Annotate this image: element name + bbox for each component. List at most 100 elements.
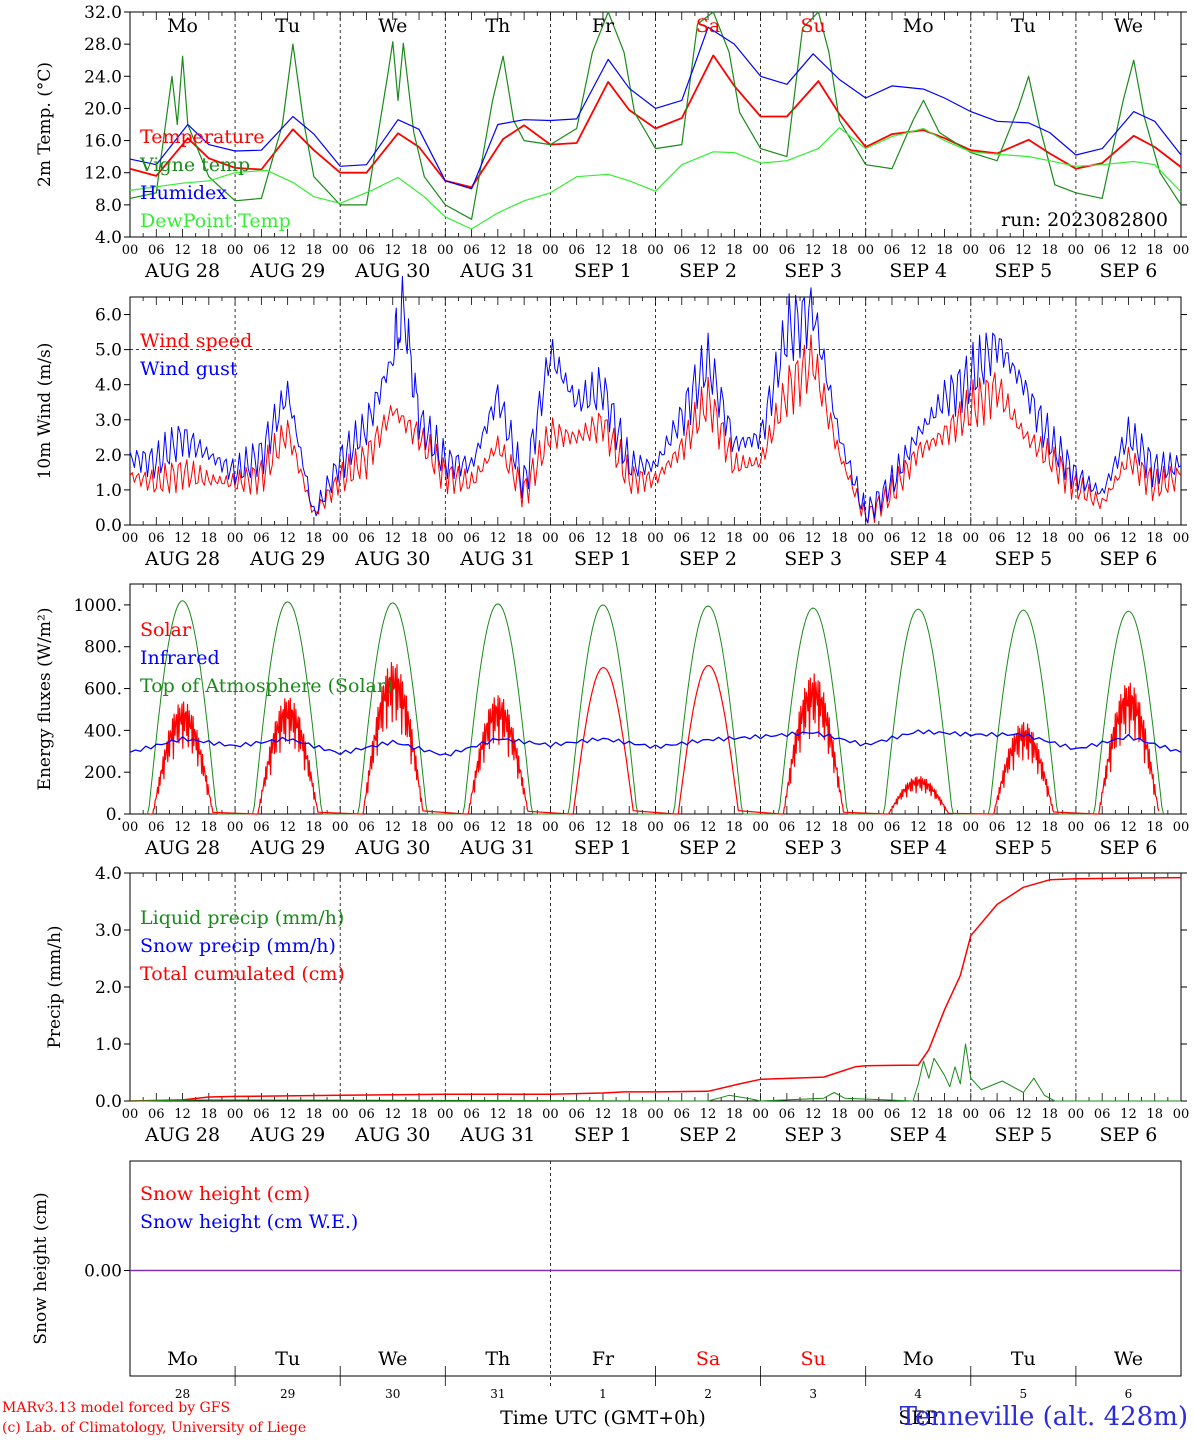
- x-hour-label: 12: [279, 531, 296, 546]
- x-hour-label: 06: [463, 531, 480, 546]
- x-hour-label: 12: [490, 531, 507, 546]
- x-date-label: SEP 2: [679, 260, 737, 282]
- x-hour-label: 18: [411, 243, 428, 258]
- series-total-cumulated-cm-: [129, 876, 1182, 1102]
- y-tick-label: 200.: [84, 763, 122, 783]
- x-date-label: SEP 5: [994, 548, 1052, 570]
- x-date-label: SEP 2: [679, 548, 737, 570]
- x-hour-label: 00: [963, 820, 980, 835]
- x-hour-label: 06: [568, 531, 585, 546]
- y-tick-label: 5.0: [95, 341, 122, 361]
- x-hour-label: 18: [936, 243, 953, 258]
- x-date-label: SEP 5: [994, 260, 1052, 282]
- y-tick-label: 4.0: [95, 376, 122, 396]
- bottom-day-number: 3: [809, 1387, 817, 1401]
- x-hour-label: 06: [253, 1107, 270, 1122]
- x-hour-label: 18: [1146, 1107, 1163, 1122]
- x-hour-label: 06: [1094, 1107, 1111, 1122]
- day-name: Sa: [696, 15, 720, 37]
- x-hour-label: 00: [227, 531, 244, 546]
- x-hour-label: 18: [621, 820, 638, 835]
- x-hour-label: 00: [963, 1107, 980, 1122]
- day-name: Sa: [696, 1348, 720, 1370]
- y-tick-label: 0.0: [95, 1092, 122, 1112]
- bottom-day-number: 5: [1020, 1387, 1028, 1401]
- x-hour-label: 00: [1068, 1107, 1085, 1122]
- x-date-label: SEP 1: [574, 260, 632, 282]
- x-hour-label: 12: [910, 1107, 927, 1122]
- y-tick-label: 3.0: [95, 921, 122, 941]
- x-hour-label: 12: [595, 1107, 612, 1122]
- y-tick-label: 800.: [84, 638, 122, 658]
- x-hour-label: 06: [253, 531, 270, 546]
- x-date-label: SEP 1: [574, 1124, 632, 1146]
- x-hour-label: 00: [647, 1107, 664, 1122]
- x-hour-label: 18: [516, 1107, 533, 1122]
- x-date-label: SEP 3: [784, 1124, 842, 1146]
- x-hour-label: 18: [201, 531, 218, 546]
- x-date-label: AUG 30: [354, 837, 430, 859]
- x-hour-label: 06: [674, 243, 691, 258]
- x-hour-label: 00: [227, 243, 244, 258]
- y-tick-label: 3.0: [95, 411, 122, 431]
- x-hour-label: 18: [621, 531, 638, 546]
- y-tick-label: 1000.: [73, 596, 122, 616]
- y-tick-label: 8.0: [95, 196, 122, 216]
- x-hour-label: 18: [726, 243, 743, 258]
- day-name: Su: [801, 15, 826, 37]
- x-hour-label: 06: [253, 820, 270, 835]
- x-hour-label: 00: [227, 820, 244, 835]
- day-name: Tu: [275, 1348, 300, 1370]
- x-hour-label: 18: [306, 243, 323, 258]
- x-hour-label: 00: [857, 531, 874, 546]
- x-hour-label: 00: [437, 531, 454, 546]
- x-hour-label: 12: [1015, 1107, 1032, 1122]
- x-hour-label: 06: [989, 820, 1006, 835]
- x-hour-label: 06: [148, 531, 165, 546]
- x-hour-label: 06: [674, 531, 691, 546]
- y-tick-label: 32.0: [84, 3, 122, 23]
- x-hour-label: 00: [752, 820, 769, 835]
- x-hour-label: 12: [384, 820, 401, 835]
- x-date-label: SEP 5: [994, 1124, 1052, 1146]
- bottom-month-label: SEP: [898, 1407, 938, 1429]
- x-hour-label: 12: [1120, 820, 1137, 835]
- y-axis-label: Precip (mm/h): [45, 925, 65, 1048]
- x-date-label: SEP 6: [1100, 260, 1158, 282]
- x-date-label: AUG 31: [459, 260, 535, 282]
- x-hour-label: 18: [411, 531, 428, 546]
- x-hour-label: 12: [279, 820, 296, 835]
- bottom-day-number: 2: [704, 1387, 712, 1401]
- x-hour-label: 18: [831, 820, 848, 835]
- x-hour-label: 12: [490, 1107, 507, 1122]
- day-name: Fr: [592, 15, 615, 37]
- x-date-label: AUG 29: [249, 837, 325, 859]
- x-hour-label: 06: [358, 820, 375, 835]
- series-wind-gust: [129, 275, 1182, 524]
- x-hour-label: 06: [779, 243, 796, 258]
- day-name: Th: [485, 15, 510, 37]
- x-hour-label: 06: [568, 243, 585, 258]
- x-date-label: SEP 4: [889, 548, 947, 570]
- y-tick-label: 12.0: [84, 164, 122, 184]
- x-hour-label: 00: [1173, 531, 1190, 546]
- x-hour-label: 18: [1146, 531, 1163, 546]
- x-hour-label: 00: [752, 243, 769, 258]
- x-hour-label: 00: [857, 243, 874, 258]
- x-hour-label: 00: [437, 820, 454, 835]
- x-hour-label: 06: [989, 531, 1006, 546]
- x-hour-label: 00: [437, 1107, 454, 1122]
- credit-line-1: MARv3.13 model forced by GFS: [2, 1400, 231, 1416]
- x-hour-label: 00: [1173, 243, 1190, 258]
- x-hour-label: 00: [122, 531, 139, 546]
- x-hour-label: 12: [279, 1107, 296, 1122]
- x-date-label: AUG 31: [459, 548, 535, 570]
- x-hour-label: 12: [805, 1107, 822, 1122]
- x-hour-label: 12: [910, 820, 927, 835]
- x-hour-label: 06: [568, 1107, 585, 1122]
- x-hour-label: 12: [1120, 243, 1137, 258]
- y-tick-label: 24.0: [84, 67, 122, 87]
- x-hour-label: 00: [1173, 1107, 1190, 1122]
- x-hour-label: 06: [148, 820, 165, 835]
- x-hour-label: 18: [831, 531, 848, 546]
